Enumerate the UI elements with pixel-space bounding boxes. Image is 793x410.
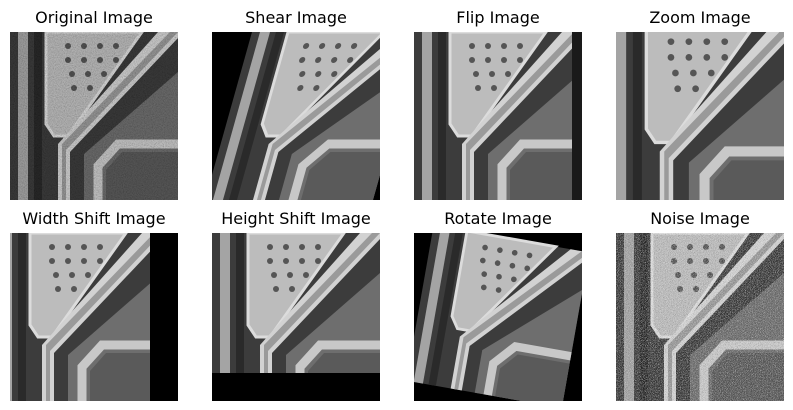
panel-title-flip: Flip Image <box>456 8 540 27</box>
flip-image <box>414 32 582 200</box>
panel-title-noise: Noise Image <box>650 209 750 228</box>
panel-title-width-shift: Width Shift Image <box>22 209 166 228</box>
panel-title-height-shift: Height Shift Image <box>221 209 371 228</box>
zoom-image <box>616 32 784 200</box>
shear-image <box>212 32 380 200</box>
panel-title-rotate: Rotate Image <box>444 209 552 228</box>
panel-title-zoom: Zoom Image <box>649 8 751 27</box>
panel-title-shear: Shear Image <box>245 8 347 27</box>
noise-image <box>616 233 784 401</box>
original-image <box>10 32 178 200</box>
rotate-image <box>414 233 582 401</box>
height-shift-image <box>212 233 380 401</box>
panel-title-original: Original Image <box>35 8 153 27</box>
width-shift-image <box>10 233 178 401</box>
